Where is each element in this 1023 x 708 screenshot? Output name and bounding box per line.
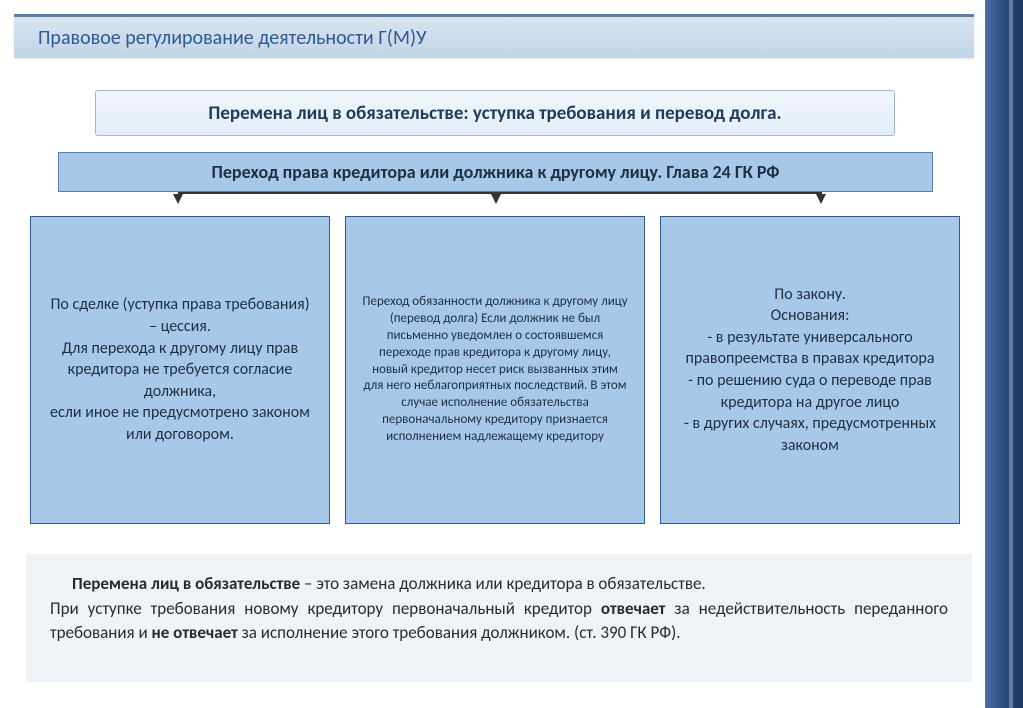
slide-header: Правовое регулирование деятельности Г(М)… (14, 14, 974, 58)
footer-line-2: При уступке требования новому кредитору … (50, 597, 948, 646)
footer-l2-post: за исполнение этого требования должником… (238, 622, 681, 643)
column-text-2: Переход обязанности должника к другому л… (362, 294, 628, 446)
footer-l2-b1: отвечает (601, 598, 666, 619)
footer-l2-b2: не отвечает (152, 622, 238, 643)
arrow-down-icon (173, 194, 183, 204)
main-title-text: Перемена лиц в обязательстве: уступка тр… (208, 102, 781, 125)
subtitle-box: Переход права кредитора или должника к д… (58, 152, 933, 192)
footer-line-1: Перемена лиц в обязательстве – это замен… (50, 572, 948, 597)
right-decor-bar (985, 0, 1023, 708)
slide-header-text: Правовое регулирование деятельности Г(М)… (38, 26, 427, 50)
column-text-3: По закону. Основания: - в результате уни… (677, 284, 943, 457)
columns-row: По сделке (уступка права требования) – ц… (30, 216, 960, 524)
footer-definition-box: Перемена лиц в обязательстве – это замен… (26, 554, 972, 682)
column-text-1: По сделке (уступка права требования) – ц… (47, 294, 313, 445)
column-box-2: Переход обязанности должника к другому л… (345, 216, 645, 524)
slide: Правовое регулирование деятельности Г(М)… (0, 0, 1023, 708)
column-box-3: По закону. Основания: - в результате уни… (660, 216, 960, 524)
subtitle-text: Переход права кредитора или должника к д… (212, 161, 780, 183)
arrow-down-icon (816, 194, 826, 204)
footer-term: Перемена лиц в обязательстве (72, 573, 300, 594)
right-decor-inner (1009, 0, 1013, 708)
column-box-1: По сделке (уступка права требования) – ц… (30, 216, 330, 524)
footer-def: – это замена должника или кредитора в об… (300, 573, 706, 594)
footer-l2-pre: При уступке требования новому кредитору … (50, 598, 601, 619)
arrow-down-icon (491, 194, 501, 204)
main-title-box: Перемена лиц в обязательстве: уступка тр… (95, 90, 895, 136)
